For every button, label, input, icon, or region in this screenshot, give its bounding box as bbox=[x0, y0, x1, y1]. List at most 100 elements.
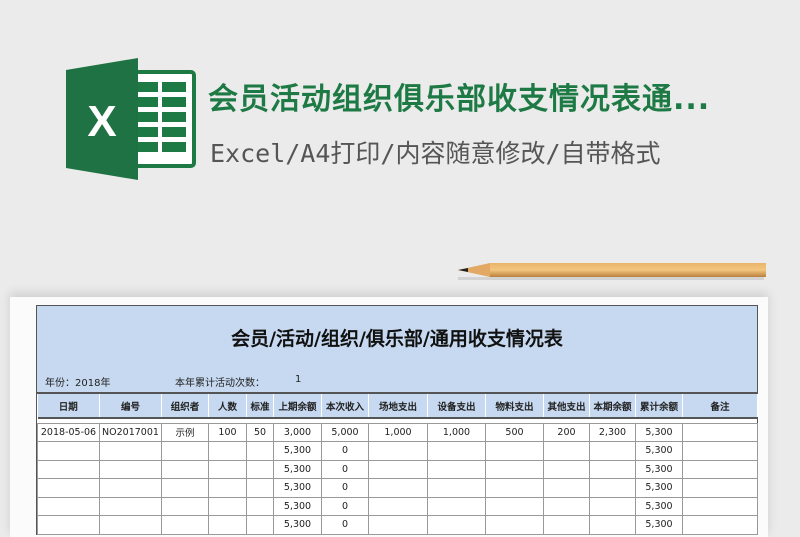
table-cell[interactable] bbox=[543, 460, 590, 479]
table-cell[interactable] bbox=[589, 515, 636, 535]
table-cell[interactable] bbox=[485, 497, 544, 516]
table-cell[interactable] bbox=[427, 441, 486, 461]
table-cell[interactable] bbox=[543, 441, 590, 461]
table-cell[interactable] bbox=[37, 515, 100, 535]
column-header: 物料支出 bbox=[485, 394, 544, 419]
table-cell[interactable]: NO2017001 bbox=[99, 423, 162, 442]
table-row: 5,300 0 5,300 bbox=[37, 478, 758, 498]
table-cell[interactable]: 100 bbox=[208, 423, 247, 442]
table-cell[interactable]: 0 bbox=[321, 460, 369, 479]
column-header: 本次收入 bbox=[321, 394, 369, 419]
table-cell[interactable] bbox=[246, 478, 274, 498]
table-cell[interactable]: 5,300 bbox=[273, 441, 322, 461]
table-cell[interactable] bbox=[682, 478, 758, 498]
table-cell[interactable] bbox=[208, 460, 247, 479]
table-cell[interactable] bbox=[485, 460, 544, 479]
table-cell[interactable]: 1,000 bbox=[427, 423, 486, 442]
table-cell[interactable]: 50 bbox=[246, 423, 274, 442]
year-label: 年份：2018年 bbox=[45, 378, 111, 389]
table-cell[interactable]: 0 bbox=[321, 441, 369, 461]
table-cell[interactable]: 5,300 bbox=[635, 423, 683, 442]
sheet-title: 会员/活动/组织/俱乐部/通用收支情况表 bbox=[231, 328, 563, 350]
table-cell[interactable] bbox=[99, 478, 162, 498]
column-header: 日期 bbox=[37, 394, 100, 419]
table-cell[interactable]: 0 bbox=[321, 478, 369, 498]
table-cell[interactable] bbox=[368, 515, 428, 535]
table-cell[interactable] bbox=[99, 441, 162, 461]
table-cell[interactable] bbox=[161, 515, 209, 535]
table-cell[interactable]: 5,300 bbox=[273, 497, 322, 516]
column-header: 备注 bbox=[682, 394, 758, 419]
table-cell[interactable] bbox=[99, 515, 162, 535]
table-cell[interactable]: 5,300 bbox=[273, 478, 322, 498]
table-cell[interactable] bbox=[682, 441, 758, 461]
table-cell[interactable] bbox=[161, 497, 209, 516]
table-cell[interactable] bbox=[682, 515, 758, 535]
table-cell[interactable]: 5,300 bbox=[635, 460, 683, 479]
table-cell[interactable] bbox=[161, 441, 209, 461]
table-cell[interactable] bbox=[589, 478, 636, 498]
table-cell[interactable] bbox=[368, 460, 428, 479]
table-cell[interactable] bbox=[589, 497, 636, 516]
table-cell[interactable] bbox=[161, 478, 209, 498]
column-header: 组织者 bbox=[161, 394, 209, 419]
table-cell[interactable] bbox=[682, 497, 758, 516]
table-cell[interactable] bbox=[37, 460, 100, 479]
table-cell[interactable]: 1,000 bbox=[368, 423, 428, 442]
table-cell[interactable] bbox=[543, 478, 590, 498]
table-cell[interactable]: 2018-05-06 bbox=[37, 423, 100, 442]
table-cell[interactable] bbox=[99, 460, 162, 479]
table-cell[interactable] bbox=[208, 441, 247, 461]
table-cell[interactable] bbox=[161, 460, 209, 479]
table-cell[interactable]: 5,000 bbox=[321, 423, 369, 442]
table-cell[interactable] bbox=[485, 478, 544, 498]
table-cell[interactable] bbox=[427, 515, 486, 535]
table-cell[interactable]: 3,000 bbox=[273, 423, 322, 442]
table-cell[interactable] bbox=[368, 497, 428, 516]
table-cell[interactable] bbox=[37, 497, 100, 516]
table-cell[interactable] bbox=[485, 515, 544, 535]
table-cell[interactable]: 200 bbox=[543, 423, 590, 442]
table-cell[interactable] bbox=[208, 478, 247, 498]
table-cell[interactable] bbox=[589, 441, 636, 461]
table-cell[interactable]: 5,300 bbox=[635, 478, 683, 498]
activity-count-value: 1 bbox=[295, 374, 302, 385]
table-cell[interactable]: 2,300 bbox=[589, 423, 636, 442]
table-row: 5,300 0 5,300 bbox=[37, 441, 758, 461]
table-cell[interactable]: 示例 bbox=[161, 423, 209, 442]
table-cell[interactable] bbox=[368, 441, 428, 461]
table-cell[interactable] bbox=[427, 497, 486, 516]
table-cell[interactable] bbox=[368, 478, 428, 498]
column-header: 本期余额 bbox=[589, 394, 636, 419]
table-cell[interactable]: 5,300 bbox=[635, 441, 683, 461]
table-cell[interactable] bbox=[246, 497, 274, 516]
table-cell[interactable]: 5,300 bbox=[635, 515, 683, 535]
table-cell[interactable] bbox=[589, 460, 636, 479]
table-cell[interactable] bbox=[37, 478, 100, 498]
table-cell[interactable] bbox=[246, 515, 274, 535]
table-cell[interactable] bbox=[246, 441, 274, 461]
table-cell[interactable] bbox=[427, 478, 486, 498]
table-cell[interactable]: 0 bbox=[321, 515, 369, 535]
table-cell[interactable] bbox=[682, 460, 758, 479]
table-cell[interactable] bbox=[543, 515, 590, 535]
column-header: 上期余额 bbox=[273, 394, 322, 419]
page-subtitle: Excel/A4打印/内容随意修改/自带格式 bbox=[210, 139, 661, 168]
table-cell[interactable] bbox=[99, 497, 162, 516]
table-cell[interactable] bbox=[37, 441, 100, 461]
column-header: 其他支出 bbox=[543, 394, 590, 419]
table-cell[interactable]: 5,300 bbox=[273, 515, 322, 535]
table-cell[interactable] bbox=[208, 515, 247, 535]
table-cell[interactable] bbox=[246, 460, 274, 479]
table-cell[interactable]: 0 bbox=[321, 497, 369, 516]
table-cell[interactable] bbox=[682, 423, 758, 442]
table-cell[interactable] bbox=[485, 441, 544, 461]
table-cell[interactable] bbox=[427, 460, 486, 479]
table-cell[interactable] bbox=[208, 497, 247, 516]
table-cell[interactable]: 5,300 bbox=[273, 460, 322, 479]
table-cell[interactable]: 500 bbox=[485, 423, 544, 442]
column-header: 累计余额 bbox=[635, 394, 683, 419]
table-cell[interactable]: 5,300 bbox=[635, 497, 683, 516]
activity-count-label: 本年累计活动次数： bbox=[175, 378, 265, 389]
table-cell[interactable] bbox=[543, 497, 590, 516]
